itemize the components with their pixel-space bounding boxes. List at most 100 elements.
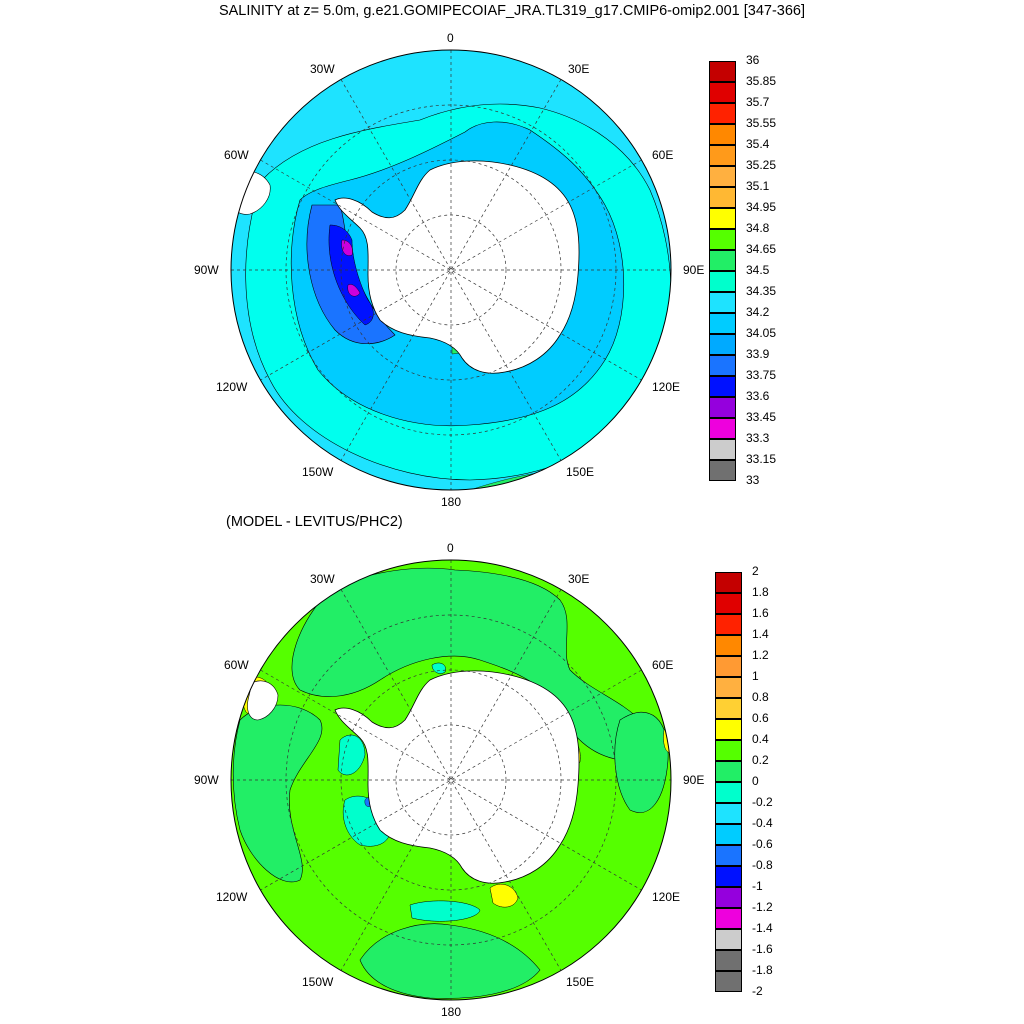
lon-label-30w-top: 30W [310, 62, 335, 76]
diff-yellow-patch-3 [489, 883, 519, 908]
lon-label-60w-top: 60W [224, 148, 249, 162]
lon-label-60e-top: 60E [652, 148, 674, 162]
lon-label-0-top: 0 [447, 31, 454, 45]
colorbar-tick-label: 34.05 [746, 326, 777, 340]
difference-subtitle: (MODEL - LEVITUS/PHC2) [226, 514, 403, 530]
colorbar-tick-label: 35.1 [746, 179, 770, 193]
lon-label-30w-bottom: 30W [310, 572, 335, 586]
colorbar-tick-label: 0.4 [752, 732, 769, 746]
salinity-band-33-75 [328, 224, 374, 326]
diff-cyan-patch-4 [431, 662, 446, 674]
graticule-bottom [231, 560, 671, 1000]
lon-label-60e-bottom: 60E [652, 658, 674, 672]
colorbar-tick-label: 34.5 [746, 263, 770, 277]
colorbar-swatch [715, 656, 742, 677]
colorbar-tick-label: 35.4 [746, 137, 770, 151]
colorbar-swatch [709, 145, 736, 166]
antarctica-landmass-top [334, 160, 580, 374]
colorbar-swatch [709, 250, 736, 271]
lon-label-90w-top: 90W [194, 263, 219, 277]
colorbar-swatch [709, 376, 736, 397]
map-border-bottom [230, 559, 672, 1001]
colorbar-tick-label: -2 [752, 984, 763, 998]
colorbar-tick-label: -1.8 [752, 963, 773, 977]
colorbar-tick-label: 34.95 [746, 200, 777, 214]
lon-label-30e-top: 30E [568, 62, 590, 76]
lon-label-120w-top: 120W [216, 380, 248, 394]
colorbar-swatch [709, 166, 736, 187]
colorbar-tick-label: 33.6 [746, 389, 770, 403]
colorbar-tick-label: 1.4 [752, 627, 769, 641]
colorbar-tick-label: 34.2 [746, 305, 770, 319]
colorbar-swatch [709, 439, 736, 460]
colorbar-swatch [709, 103, 736, 124]
colorbar-swatch [715, 572, 742, 593]
colorbar-tick-label: 33 [746, 473, 760, 487]
lon-label-180-bottom: 180 [441, 1005, 462, 1019]
colorbar-tick-label: 34.65 [746, 242, 777, 256]
colorbar-tick-label: 33.45 [746, 410, 777, 424]
colorbar-tick-label: 35.55 [746, 116, 777, 130]
difference-map [230, 559, 672, 1001]
lon-label-120e-bottom: 120E [652, 890, 681, 904]
colorbar-tick-label: 35.25 [746, 158, 777, 172]
colorbar-swatch [715, 929, 742, 950]
colorbar-swatch [715, 971, 742, 992]
colorbar-swatch [715, 677, 742, 698]
colorbar-swatch [709, 124, 736, 145]
colorbar-swatch [715, 614, 742, 635]
colorbar-swatch [715, 740, 742, 761]
colorbar-swatch [715, 908, 742, 929]
colorbar-tick-label: 0.6 [752, 711, 769, 725]
diff-band-0-0.2-west [232, 704, 323, 883]
plot-title: SALINITY at z= 5.0m, g.e21.GOMIPECOIAF_J… [218, 3, 806, 19]
colorbar-tick-label: 1.8 [752, 585, 769, 599]
colorbar-tick-label: 1.6 [752, 606, 769, 620]
colorbar-tick-label: 33.9 [746, 347, 770, 361]
colorbar-swatch [715, 824, 742, 845]
colorbar-tick-label: -1.6 [752, 942, 773, 956]
colorbar-swatch [715, 782, 742, 803]
colorbar-tick-label: 0.2 [752, 753, 769, 767]
lon-label-0-bottom: 0 [447, 541, 454, 555]
colorbar-swatch [715, 761, 742, 782]
colorbar-tick-label: 33.3 [746, 431, 770, 445]
colorbar-tick-label: -0.2 [752, 795, 773, 809]
colorbar-swatch [715, 866, 742, 887]
lon-label-120e-top: 120E [652, 380, 681, 394]
colorbar-swatch [715, 803, 742, 824]
colorbar-tick-label: -0.8 [752, 858, 773, 872]
colorbar-tick-label: -0.4 [752, 816, 773, 830]
colorbar-swatch [709, 355, 736, 376]
colorbar-tick-label: 35.85 [746, 74, 777, 88]
lon-label-150w-top: 150W [302, 465, 334, 479]
antarctica-landmass-bottom [334, 670, 580, 884]
graticule-top [231, 50, 671, 490]
south-america-tip-bottom [247, 680, 279, 721]
colorbar-swatch [715, 719, 742, 740]
diff-cyan-patch-3 [409, 900, 481, 922]
colorbar-swatch [709, 397, 736, 418]
colorbar-tick-label: 34.35 [746, 284, 777, 298]
lon-label-150e-bottom: 150E [566, 975, 595, 989]
colorbar-swatch [709, 292, 736, 313]
lon-label-120w-bottom: 120W [216, 890, 248, 904]
diff-band-0-0.2-south [359, 923, 541, 999]
colorbar-tick-label: 0.8 [752, 690, 769, 704]
lon-label-180-top: 180 [441, 495, 462, 509]
map-border-top [230, 49, 672, 491]
lon-label-30e-bottom: 30E [568, 572, 590, 586]
colorbar-swatch [715, 698, 742, 719]
colorbar-tick-label: -1.4 [752, 921, 773, 935]
colorbar-swatch [715, 845, 742, 866]
colorbar-tick-label: 2 [752, 564, 759, 578]
colorbar-tick-label: 36 [746, 53, 760, 67]
colorbar-swatch [709, 313, 736, 334]
colorbar-tick-label: -1.2 [752, 900, 773, 914]
lon-label-60w-bottom: 60W [224, 658, 249, 672]
lon-label-150e-top: 150E [566, 465, 595, 479]
colorbar-swatch [709, 460, 736, 481]
colorbar-tick-label: 33.15 [746, 452, 777, 466]
colorbar-tick-label: 33.75 [746, 368, 777, 382]
colorbar-tick-label: -0.6 [752, 837, 773, 851]
